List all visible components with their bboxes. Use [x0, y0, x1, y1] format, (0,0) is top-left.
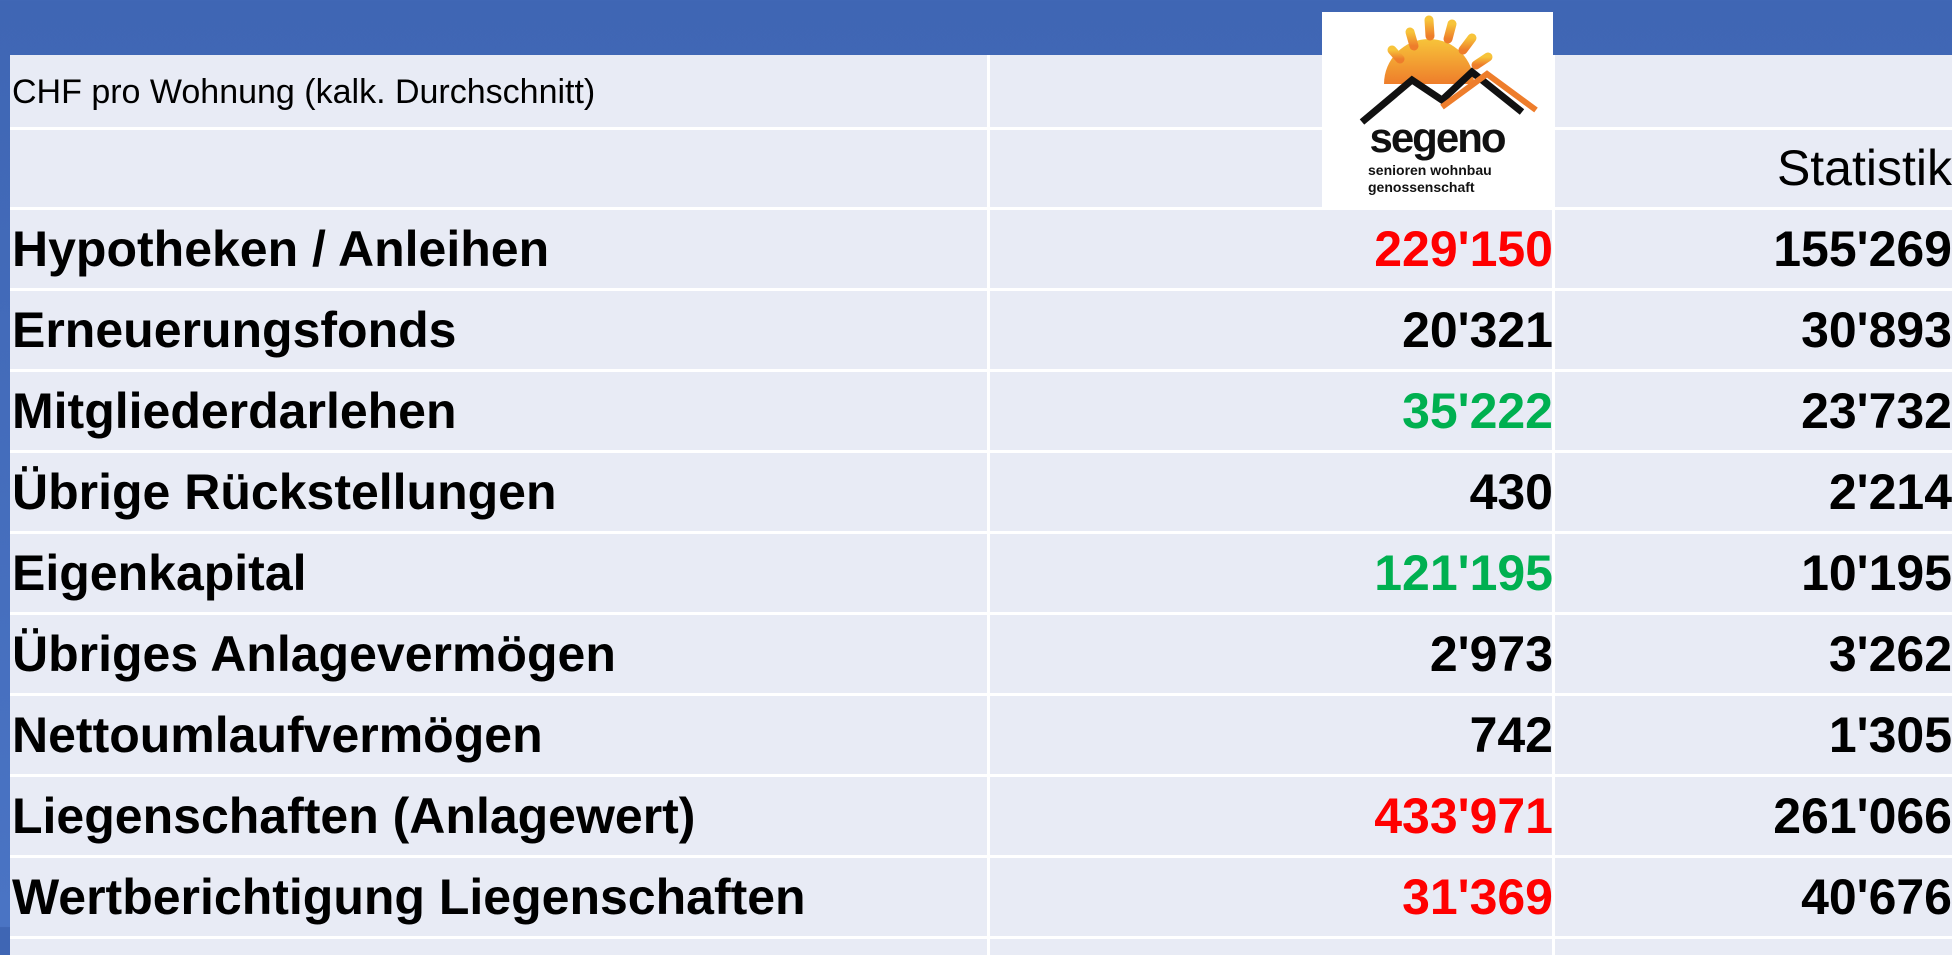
logo: segeno senioren wohnbau genossenschaft — [1322, 12, 1553, 208]
statistik-value: 3'262 — [1828, 625, 1952, 682]
column-line — [1552, 55, 1555, 955]
row-label: Nettoumlaufvermögen — [12, 706, 543, 763]
row-line — [10, 693, 1952, 696]
segeno-value: 430 — [1469, 463, 1553, 520]
row-label: Mitgliederdarlehen — [12, 382, 457, 439]
segeno-value: 433'971 — [1374, 787, 1553, 844]
segeno-value: 229'150 — [1374, 220, 1553, 277]
row-line — [10, 288, 1952, 291]
statistik-value: 1'305 — [1828, 706, 1952, 763]
row-line — [10, 207, 1952, 210]
statistik-value: 40'676 — [1801, 868, 1952, 925]
row-label: Wertberichtigung Liegenschaften — [12, 868, 806, 925]
row-line — [10, 855, 1952, 858]
table: CHF pro Wohnung (kalk. Durchschnitt) Stat… — [10, 55, 1952, 955]
logo-name: segeno — [1369, 114, 1505, 161]
statistik-value: 30'893 — [1801, 301, 1952, 358]
column-header: Statistik — [1776, 140, 1952, 196]
row-label: Hypotheken / Anleihen — [12, 220, 550, 277]
caption: CHF pro Wohnung (kalk. Durchschnitt) — [12, 73, 596, 111]
statistik-value: 23'732 — [1801, 382, 1952, 439]
segeno-value: 742 — [1469, 706, 1553, 763]
row-line — [10, 127, 1952, 130]
row-label: Liegenschaften (Anlagewert) — [12, 787, 696, 844]
row-label: Eigenkapital — [12, 544, 307, 601]
statistik-value: 2'214 — [1828, 463, 1952, 520]
segeno-value: 35'222 — [1402, 382, 1553, 439]
statistik-value: 155'269 — [1773, 220, 1952, 277]
row-label: Erneuerungsfonds — [12, 301, 457, 358]
row-line — [10, 369, 1952, 372]
row-line — [10, 774, 1952, 777]
row-label: Übriges Anlagevermögen — [12, 625, 616, 682]
column-line — [987, 55, 990, 955]
segeno-value: 121'195 — [1374, 544, 1553, 601]
logo-graphic: segeno senioren wohnbau genossenschaft — [1359, 15, 1538, 195]
segeno-value: 31'369 — [1402, 868, 1553, 925]
statistik-value: 10'195 — [1801, 544, 1952, 601]
segeno-value: 2'973 — [1429, 625, 1553, 682]
statistik-value: 261'066 — [1773, 787, 1952, 844]
logo-tagline: genossenschaft — [1368, 179, 1475, 195]
row-line — [10, 531, 1952, 534]
logo-tagline: senioren wohnbau — [1368, 162, 1492, 178]
row-label: Übrige Rückstellungen — [12, 463, 557, 520]
row-line — [10, 450, 1952, 453]
segeno-value: 20'321 — [1402, 301, 1553, 358]
row-line — [10, 612, 1952, 615]
